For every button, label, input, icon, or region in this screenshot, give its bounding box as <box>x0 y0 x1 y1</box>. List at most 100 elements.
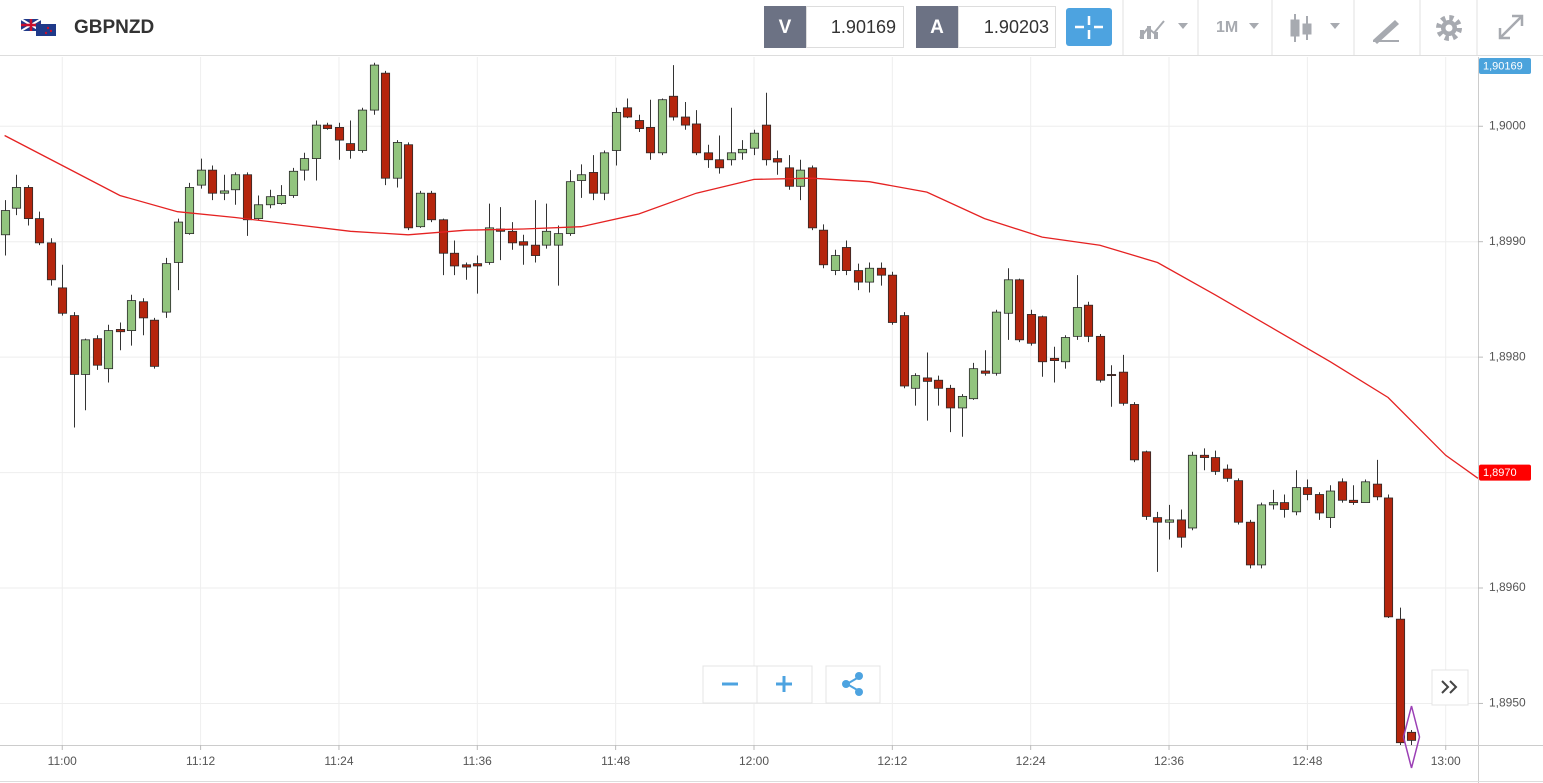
moving-average-line <box>4 134 1479 479</box>
candle-body <box>1291 487 1302 513</box>
candle-body <box>749 132 760 149</box>
share-button[interactable] <box>825 665 881 704</box>
candle-body <box>703 152 714 161</box>
candle-body <box>299 158 310 171</box>
ask-price: 1.90203 <box>984 17 1049 37</box>
candle-body <box>449 252 460 267</box>
price-tag-label: 1,8970 <box>1483 467 1517 479</box>
candle-body <box>46 242 57 281</box>
candle-body <box>1060 337 1071 363</box>
settings-button[interactable] <box>1436 15 1462 41</box>
candle-body <box>1026 314 1037 344</box>
candle-body <box>853 270 864 283</box>
candle-body <box>726 152 737 161</box>
x-tick-label: 12:24 <box>1016 754 1046 768</box>
candle-body <box>1037 316 1048 363</box>
candle-body <box>553 233 564 246</box>
flag-icon <box>20 18 56 36</box>
candle-body <box>1268 502 1279 506</box>
candle-body <box>645 127 656 154</box>
candle-body <box>173 221 184 263</box>
timeframe-button[interactable]: 1M <box>1216 19 1259 36</box>
candle-body <box>23 187 34 220</box>
candle-body <box>1003 279 1014 314</box>
y-tick-label: 1,8990 <box>1489 234 1526 248</box>
candle-body <box>899 315 910 387</box>
y-tick-label: 1,8980 <box>1489 349 1526 363</box>
candle-body <box>103 330 114 370</box>
candle-body <box>1222 468 1233 479</box>
candle-body <box>1083 304 1094 337</box>
candle-body <box>887 274 898 323</box>
candle-body <box>11 187 22 209</box>
candle-body <box>219 190 230 194</box>
candle-body <box>0 210 11 236</box>
candle-body <box>864 267 875 283</box>
candle-body <box>1302 487 1313 495</box>
candle-style-button[interactable] <box>1290 14 1340 42</box>
candle-body <box>472 263 483 267</box>
candle-body <box>530 244 541 256</box>
candle-body <box>1014 279 1025 341</box>
candle-body <box>922 377 933 382</box>
scroll-right-button[interactable] <box>1431 669 1469 706</box>
bid-price: 1.90169 <box>831 17 896 37</box>
candle-body <box>265 196 276 206</box>
candle-body <box>1187 454 1198 529</box>
candle-body <box>830 255 841 271</box>
candle-body <box>357 109 368 151</box>
candle-body <box>680 116 691 126</box>
zoom-out-button[interactable] <box>702 665 758 704</box>
candle-body <box>403 144 414 229</box>
candle-body <box>345 143 356 151</box>
price-tag-label: 1,90169 <box>1483 60 1523 72</box>
candle-body <box>1372 483 1383 498</box>
candle-body <box>691 123 702 154</box>
candle-body <box>588 172 599 194</box>
chart-type-button[interactable] <box>1139 20 1188 39</box>
ask-tag-box <box>916 6 958 48</box>
candle-body <box>933 379 944 389</box>
candle-body <box>957 395 968 409</box>
candle-body <box>761 124 772 161</box>
x-tick-label: 13:00 <box>1431 754 1461 768</box>
x-tick-label: 12:48 <box>1292 754 1322 768</box>
candle-body <box>311 124 322 159</box>
candle-body <box>1279 502 1290 510</box>
candle-body <box>968 368 979 400</box>
candle-body <box>980 370 991 374</box>
candle-body <box>1348 499 1359 503</box>
zoom-in-button[interactable] <box>756 665 813 704</box>
candle-body <box>784 167 795 187</box>
candle-body <box>518 241 529 246</box>
price-tag <box>1479 464 1531 481</box>
candle-body <box>876 267 887 276</box>
drawing-tool-button[interactable] <box>1373 20 1399 44</box>
candle-body <box>541 230 552 246</box>
candle-body <box>161 263 172 313</box>
crosshair-button[interactable] <box>1066 8 1112 46</box>
candle-body <box>599 152 610 194</box>
candle-body <box>1118 371 1129 404</box>
candle-body <box>622 107 633 118</box>
y-tick-label: 1,8950 <box>1489 696 1526 710</box>
candle-body <box>1164 519 1175 523</box>
y-tick-label: 1,8960 <box>1489 580 1526 594</box>
header: GBPNZD V 1.90169 A 1.90203 1M <box>0 0 1543 56</box>
candle-body <box>426 192 437 221</box>
candle-body <box>565 181 576 235</box>
candle-body <box>1245 521 1256 566</box>
candle-body <box>253 204 264 220</box>
bid-tag: V <box>779 17 792 38</box>
ask-tag: A <box>930 17 944 38</box>
candle-body <box>576 174 587 181</box>
candle-body <box>1176 519 1187 538</box>
last-candle-marker <box>1402 705 1421 769</box>
candle-body <box>80 339 91 375</box>
fullscreen-button[interactable] <box>1498 14 1524 40</box>
candle-body <box>415 192 426 228</box>
timeframe[interactable]: 1M <box>1216 19 1238 36</box>
separators <box>1122 0 1478 55</box>
candle-body <box>322 124 333 129</box>
candle-body <box>438 219 449 254</box>
